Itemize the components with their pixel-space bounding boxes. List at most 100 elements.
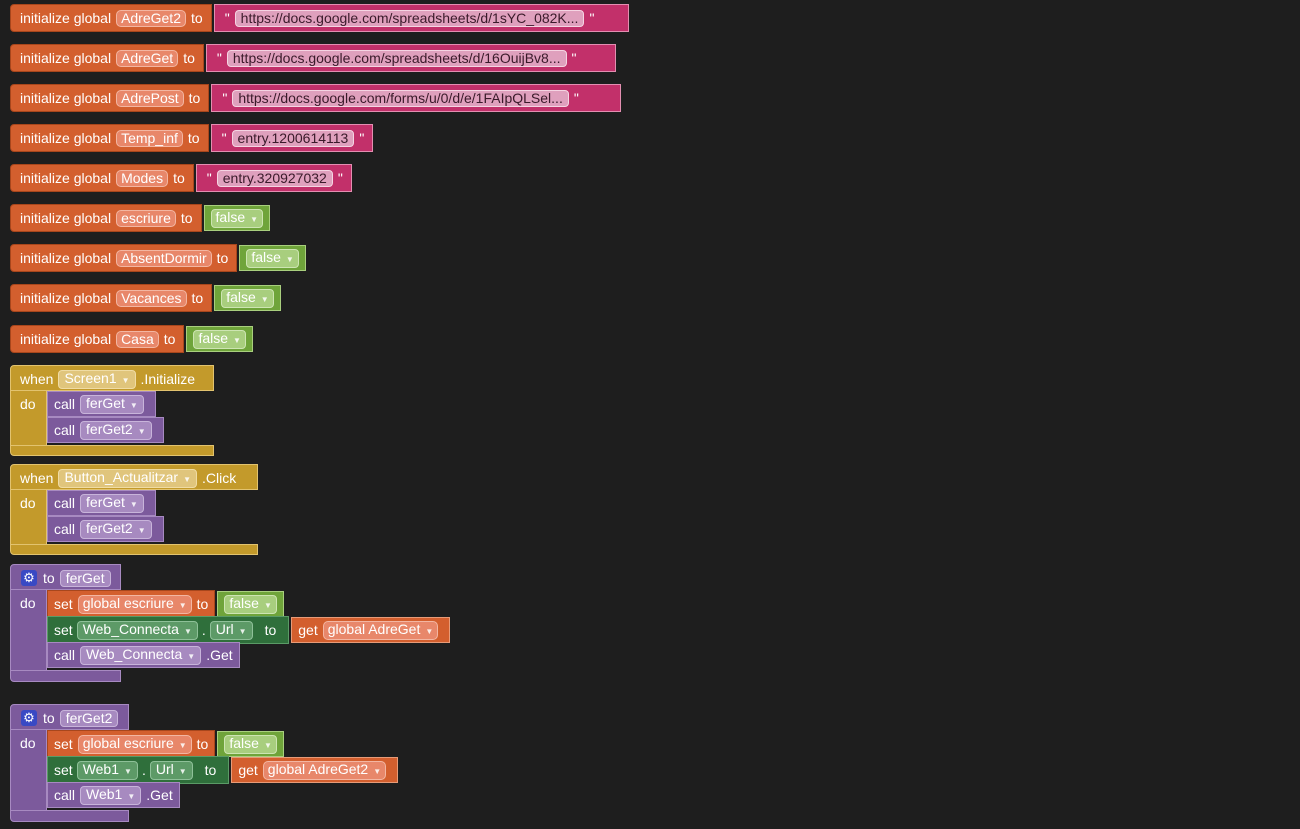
variable-name-field[interactable]: AdreGet2 (116, 9, 186, 27)
text-block[interactable]: " entry.320927032 " (195, 164, 352, 192)
gear-icon[interactable]: ⚙ (21, 710, 37, 726)
get-variable-block[interactable]: get global AdreGet ▼ (291, 617, 451, 643)
method-name: .Get (206, 647, 233, 663)
boolean-block[interactable]: false ▼ (217, 731, 284, 757)
keyword-label: . (201, 622, 206, 638)
init-global-block[interactable]: initialize global AdreGet to " https://docs… (10, 44, 616, 72)
boolean-block[interactable]: false ▼ (186, 326, 253, 352)
boolean-dropdown[interactable]: false ▼ (246, 248, 299, 268)
variable-name-field[interactable]: AbsentDormir (116, 249, 212, 267)
boolean-block[interactable]: false ▼ (203, 205, 271, 231)
variable-name-field[interactable]: AdreGet (116, 49, 179, 67)
variable-dropdown[interactable]: global AdreGet ▼ (322, 620, 439, 640)
procedure-call-block[interactable]: call ferGet ▼ (47, 391, 156, 417)
property-dropdown[interactable]: Url ▼ (149, 760, 193, 780)
variable-dropdown[interactable]: global AdreGet2 ▼ (262, 760, 387, 780)
quote-mark: " (222, 90, 228, 106)
procedure-name-field[interactable]: ferGet2 (59, 709, 119, 727)
init-global-block[interactable]: initialize global AdrePost to " https://doc… (10, 84, 622, 112)
quote-mark: " (589, 10, 595, 26)
set-variable-block[interactable]: set global escriure ▼ to false ▼ (47, 590, 284, 618)
text-block[interactable]: " https://docs.google.com/forms/u/0/d/e/1… (211, 84, 622, 112)
method-call-block[interactable]: call Web_Connecta ▼ .Get (47, 642, 240, 668)
variable-dropdown[interactable]: global escriure ▼ (77, 594, 192, 614)
text-block[interactable]: " https://docs.google.com/spreadsheets/d/… (213, 4, 629, 32)
set-variable-block[interactable]: set global escriure ▼ to false ▼ (47, 730, 284, 758)
chevron-down-icon: ▼ (373, 766, 382, 776)
event-name: .Initialize (140, 371, 196, 387)
event-handler-bottom (10, 544, 258, 555)
text-field[interactable]: https://docs.google.com/forms/u/0/d/e/1F… (232, 89, 569, 107)
procedure-definition-block[interactable]: ⚙ to ferGet (10, 564, 121, 590)
keyword-label: call (54, 495, 76, 511)
set-property-block[interactable]: set Web_Connecta ▼ . Url ▼ to get global A… (47, 616, 451, 644)
keyword-label: call (54, 521, 76, 537)
procedure-dropdown[interactable]: ferGet2 ▼ (80, 420, 152, 440)
variable-dropdown[interactable]: global escriure ▼ (77, 734, 192, 754)
set-property-block[interactable]: set Web1 ▼ . Url ▼ to get global AdreGet2 ▼ (47, 756, 399, 784)
component-dropdown[interactable]: Button_Actualitzar ▼ (58, 468, 198, 488)
procedure-definition-block[interactable]: ⚙ to ferGet2 (10, 704, 129, 730)
procedure-call-block[interactable]: call ferGet2 ▼ (47, 417, 164, 443)
procedure-bottom (10, 810, 129, 822)
variable-name: global escriure (82, 594, 174, 611)
keyword-label: to (191, 290, 204, 306)
event-handler-block[interactable]: when Button_Actualitzar ▼ .Click (10, 464, 258, 490)
text-field[interactable]: entry.320927032 (216, 169, 333, 187)
text-field[interactable]: https://docs.google.com/spreadsheets/d/1… (234, 9, 585, 27)
init-global-block[interactable]: initialize global AbsentDormir to false ▼ (10, 244, 306, 272)
keyword-label: when (20, 371, 54, 387)
procedure-name: ferGet2 (86, 519, 133, 536)
boolean-dropdown[interactable]: false ▼ (221, 288, 274, 308)
procedure-dropdown[interactable]: ferGet ▼ (80, 394, 144, 414)
init-global-block[interactable]: initialize global Vacances to false ▼ (10, 284, 281, 312)
procedure-dropdown[interactable]: ferGet ▼ (80, 493, 144, 513)
boolean-dropdown[interactable]: false ▼ (224, 594, 277, 614)
text-block[interactable]: " entry.1200614113 " (210, 124, 374, 152)
component-dropdown[interactable]: Screen1 ▼ (58, 369, 136, 389)
get-variable-block[interactable]: get global AdreGet2 ▼ (231, 757, 399, 783)
chevron-down-icon: ▼ (263, 740, 272, 750)
component-dropdown[interactable]: Web1 ▼ (80, 785, 142, 805)
boolean-dropdown[interactable]: false ▼ (210, 208, 264, 228)
gear-icon[interactable]: ⚙ (21, 570, 37, 586)
variable-name-field[interactable]: Vacances (116, 289, 187, 307)
init-global-block[interactable]: initialize global Modes to " entry.32092703… (10, 164, 352, 192)
keyword-label: to (163, 331, 176, 347)
variable-name-field[interactable]: AdrePost (116, 89, 184, 107)
boolean-dropdown[interactable]: false ▼ (193, 329, 246, 349)
variable-name-field[interactable]: Casa (116, 330, 159, 348)
procedure-dropdown[interactable]: ferGet2 ▼ (80, 519, 152, 539)
text-field[interactable]: https://docs.google.com/spreadsheets/d/1… (226, 49, 567, 67)
quote-mark: " (221, 130, 227, 146)
text-block[interactable]: " https://docs.google.com/spreadsheets/d/… (205, 44, 616, 72)
keyword-label: initialize global (20, 250, 112, 266)
init-global-block[interactable]: initialize global escriure to false ▼ (10, 204, 271, 232)
keyword-label: initialize global (20, 331, 112, 347)
init-global-block[interactable]: initialize global Temp_inf to " entry.12006… (10, 124, 374, 152)
component-dropdown[interactable]: Web_Connecta ▼ (80, 645, 202, 665)
init-global-block[interactable]: initialize global AdreGet2 to " https://doc… (10, 4, 629, 32)
property-dropdown[interactable]: Url ▼ (209, 620, 253, 640)
method-call-block[interactable]: call Web1 ▼ .Get (47, 782, 180, 808)
component-dropdown[interactable]: Web1 ▼ (76, 760, 138, 780)
keyword-label: . (141, 762, 146, 778)
init-global-block[interactable]: initialize global Casa to false ▼ (10, 325, 253, 353)
procedure-name-field[interactable]: ferGet (59, 569, 111, 587)
procedure-call-block[interactable]: call ferGet2 ▼ (47, 516, 164, 542)
boolean-block[interactable]: false ▼ (217, 591, 284, 617)
variable-name-field[interactable]: Temp_inf (116, 129, 183, 147)
variable-name-field[interactable]: Modes (116, 169, 169, 187)
boolean-block[interactable]: false ▼ (239, 245, 306, 271)
component-dropdown[interactable]: Web_Connecta ▼ (76, 620, 198, 640)
variable-name-field[interactable]: escriure (116, 209, 176, 227)
keyword-label: to (191, 10, 203, 26)
event-handler-block[interactable]: when Screen1 ▼ .Initialize (10, 365, 214, 391)
boolean-block[interactable]: false ▼ (214, 285, 281, 311)
text-field[interactable]: entry.1200614113 (231, 129, 355, 147)
procedure-call-block[interactable]: call ferGet ▼ (47, 490, 156, 516)
keyword-label: to (216, 250, 229, 266)
chevron-down-icon: ▼ (127, 791, 136, 801)
boolean-dropdown[interactable]: false ▼ (224, 734, 277, 754)
